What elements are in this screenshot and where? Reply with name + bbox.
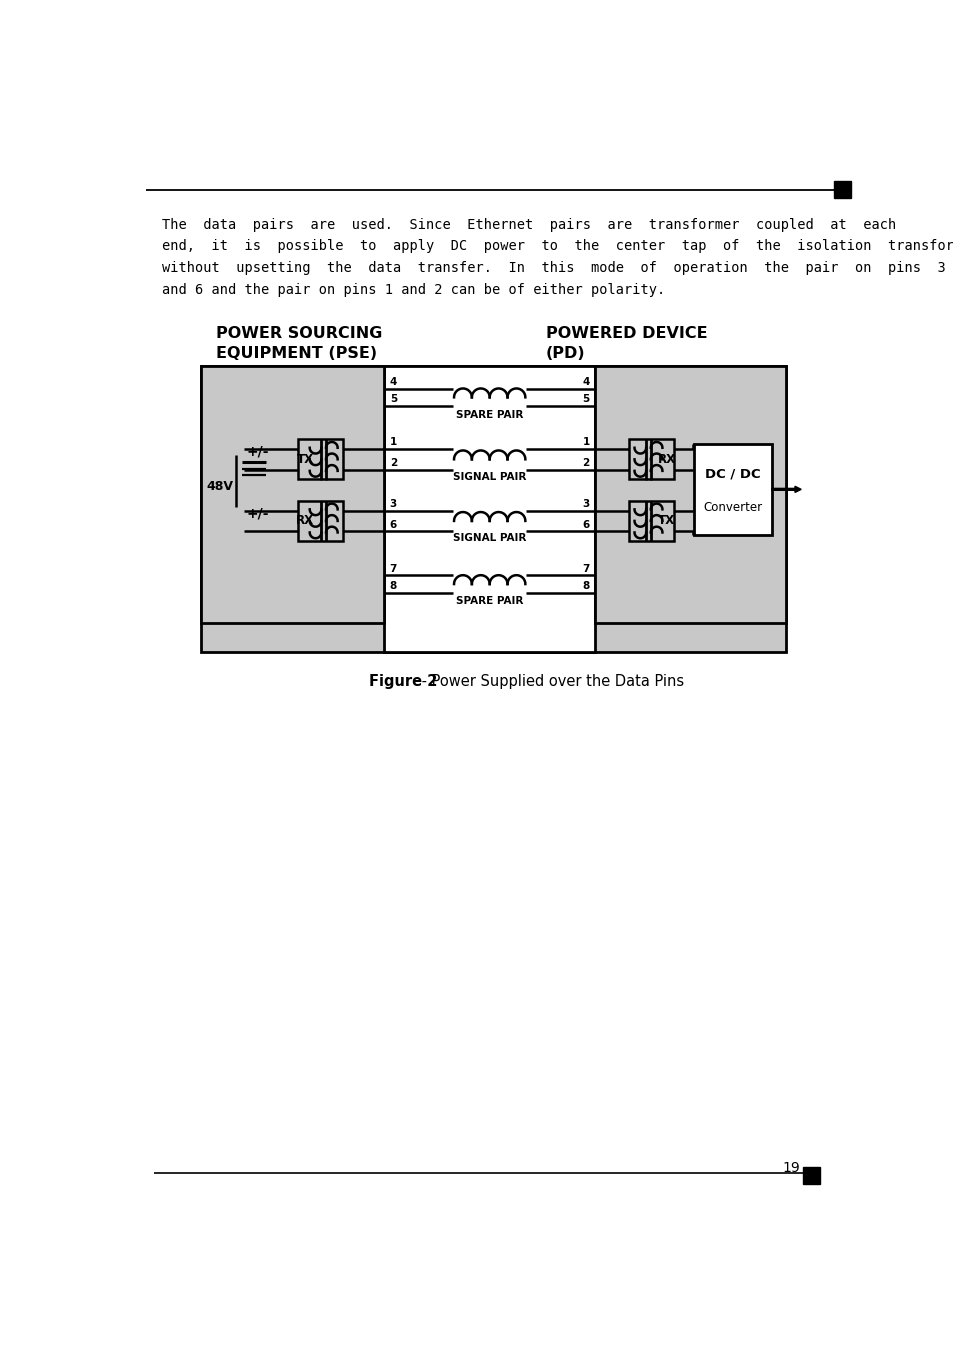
Text: 6: 6 — [582, 520, 589, 529]
Bar — [628, 501, 674, 542]
Text: 2: 2 — [390, 458, 396, 468]
Text: Figure 2: Figure 2 — [369, 674, 436, 689]
Bar — [694, 444, 771, 535]
Text: RX: RX — [295, 515, 314, 528]
Text: SIGNAL PAIR: SIGNAL PAIR — [453, 471, 526, 482]
Text: 1: 1 — [390, 437, 396, 447]
Text: 7: 7 — [390, 563, 396, 574]
Text: 3: 3 — [390, 500, 396, 509]
Text: without  upsetting  the  data  transfer.  In  this  mode  of  operation  the  pa: without upsetting the data transfer. In … — [162, 261, 944, 275]
Bar — [384, 366, 595, 653]
Text: SPARE PAIR: SPARE PAIR — [456, 410, 523, 420]
Text: 5: 5 — [582, 394, 589, 405]
Text: and 6 and the pair on pins 1 and 2 can be of either polarity.: and 6 and the pair on pins 1 and 2 can b… — [162, 283, 664, 297]
Text: TX: TX — [658, 515, 675, 528]
Text: 7: 7 — [581, 563, 589, 574]
Bar — [200, 366, 785, 653]
Text: 1: 1 — [582, 437, 589, 447]
Text: 3: 3 — [582, 500, 589, 509]
Text: 2: 2 — [582, 458, 589, 468]
Text: POWER SOURCING: POWER SOURCING — [216, 326, 382, 341]
Bar — [297, 439, 343, 479]
Text: 5: 5 — [390, 394, 396, 405]
Bar — [802, 1167, 819, 1183]
Text: 8: 8 — [582, 581, 589, 592]
Text: Converter: Converter — [702, 501, 761, 515]
Text: 4: 4 — [581, 378, 589, 387]
Text: TX: TX — [296, 452, 314, 466]
Text: The  data  pairs  are  used.  Since  Ethernet  pairs  are  transformer  coupled : The data pairs are used. Since Ethernet … — [162, 218, 895, 232]
FancyArrow shape — [771, 486, 801, 493]
Text: +/-: +/- — [246, 506, 269, 520]
Bar — [200, 366, 384, 623]
Text: 48V: 48V — [206, 479, 233, 493]
Text: SIGNAL PAIR: SIGNAL PAIR — [453, 533, 526, 543]
Text: +/-: +/- — [246, 444, 269, 459]
Text: EQUIPMENT (PSE): EQUIPMENT (PSE) — [216, 345, 376, 360]
Text: end,  it  is  possible  to  apply  DC  power  to  the  center  tap  of  the  iso: end, it is possible to apply DC power to… — [162, 240, 953, 253]
Text: 8: 8 — [390, 581, 396, 592]
Text: 6: 6 — [390, 520, 396, 529]
Text: 4: 4 — [390, 378, 396, 387]
Text: 19: 19 — [781, 1162, 799, 1175]
Bar — [595, 366, 785, 623]
Text: DC / DC: DC / DC — [704, 467, 760, 481]
Text: RX: RX — [658, 452, 676, 466]
Text: POWERED DEVICE: POWERED DEVICE — [545, 326, 706, 341]
Text: (PD): (PD) — [545, 345, 584, 360]
Bar — [833, 181, 850, 198]
Bar — [628, 439, 674, 479]
Bar — [297, 501, 343, 542]
Text: SPARE PAIR: SPARE PAIR — [456, 596, 523, 607]
Text: - Power Supplied over the Data Pins: - Power Supplied over the Data Pins — [416, 674, 683, 689]
